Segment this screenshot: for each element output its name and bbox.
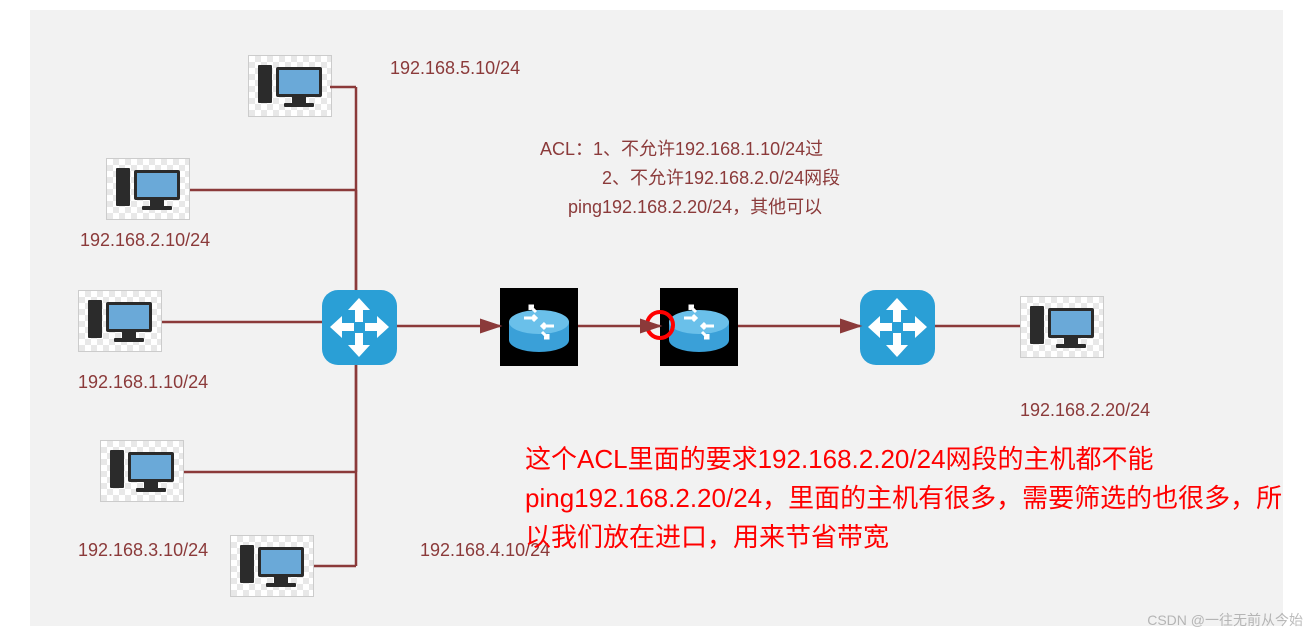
switch-icon: [860, 290, 935, 365]
ip-label: 192.168.1.10/24: [78, 372, 208, 393]
ip-label: 192.168.2.10/24: [80, 230, 210, 251]
pc-icon: [248, 55, 332, 117]
router-icon: [500, 288, 578, 366]
explanation-text: 这个ACL里面的要求192.168.2.20/24网段的主机都不能ping192…: [525, 440, 1285, 557]
pc-icon: [1020, 296, 1104, 358]
pc-icon: [106, 158, 190, 220]
switch-icon: [322, 290, 397, 365]
acl-line: 2、不允许192.168.2.0/24网段: [540, 164, 840, 193]
ip-label: 192.168.5.10/24: [390, 58, 520, 79]
ip-label: 192.168.2.20/24: [1020, 400, 1150, 421]
pc-icon: [78, 290, 162, 352]
acl-rules-text: ACL：1、不允许192.168.1.10/24过 2、不允许192.168.2…: [540, 135, 840, 221]
acl-point-circle: [645, 310, 675, 340]
ip-label: 192.168.3.10/24: [78, 540, 208, 561]
watermark: CSDN @一往无前从今始: [1147, 610, 1303, 630]
pc-icon: [100, 440, 184, 502]
acl-line: ping192.168.2.20/24，其他可以: [540, 193, 840, 222]
acl-line: ACL：1、不允许192.168.1.10/24过: [540, 135, 840, 164]
pc-icon: [230, 535, 314, 597]
